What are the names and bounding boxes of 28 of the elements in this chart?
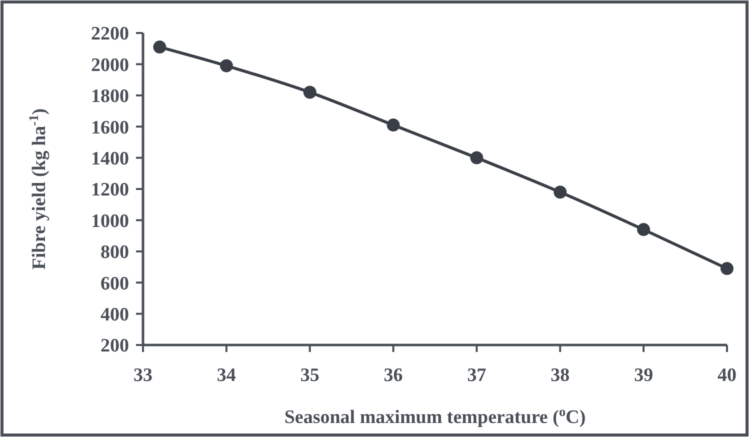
point bbox=[386, 118, 400, 132]
y-tick-label: 400 bbox=[100, 304, 129, 326]
y-tick-label: 600 bbox=[100, 273, 129, 294]
x-tick-label: 35 bbox=[300, 365, 320, 386]
x-tick-label: 37 bbox=[467, 365, 487, 386]
point bbox=[554, 186, 567, 199]
x-tick-label: 40 bbox=[718, 365, 736, 386]
x-tick-label: 39 bbox=[634, 365, 654, 386]
point bbox=[153, 40, 166, 54]
x-tick-label: 36 bbox=[384, 365, 403, 386]
y-tick-label: 2000 bbox=[91, 54, 129, 76]
x-tick-label: 33 bbox=[134, 365, 152, 386]
y-tick-label: 1400 bbox=[91, 148, 129, 170]
y-tick-label: 1800 bbox=[91, 86, 129, 108]
point bbox=[637, 223, 650, 236]
point bbox=[220, 59, 233, 72]
y-tick-label: 1200 bbox=[91, 180, 129, 201]
x-axis-title: Seasonal maximum temperature ($^{o}$C) bbox=[284, 404, 586, 428]
y-tick-label: 1600 bbox=[91, 117, 129, 138]
x-tick-label: 38 bbox=[550, 365, 570, 386]
point bbox=[303, 86, 316, 99]
x-tick-label: 34 bbox=[216, 365, 236, 386]
point bbox=[720, 262, 734, 276]
point bbox=[470, 151, 484, 164]
y-tick-label: 200 bbox=[100, 336, 129, 357]
y-tick-label: 800 bbox=[100, 242, 129, 264]
y-tick-label: 2200 bbox=[91, 24, 129, 45]
y-tick-label: 1000 bbox=[91, 210, 129, 232]
